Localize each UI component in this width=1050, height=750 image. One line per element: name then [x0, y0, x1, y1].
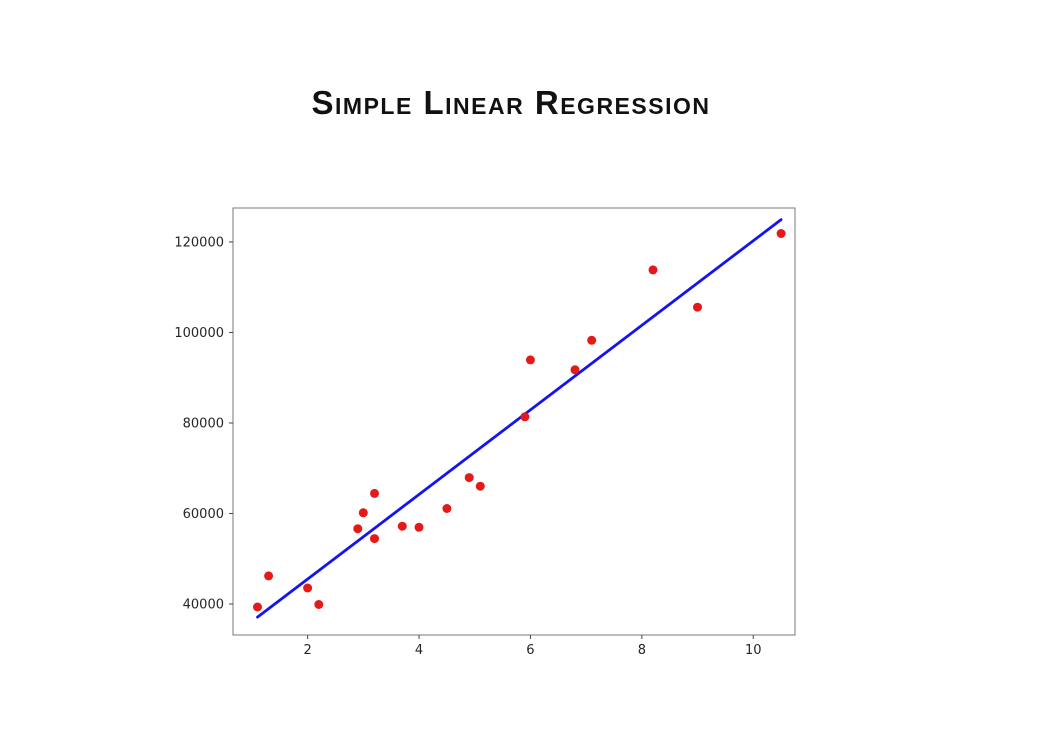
- scatter-point: [693, 302, 702, 312]
- scatter-point: [520, 412, 530, 422]
- scatter-point: [370, 488, 379, 498]
- scatter-point: [587, 335, 597, 345]
- scatter-point: [314, 600, 324, 609]
- x-tick-label: 6: [526, 643, 534, 658]
- scatter-point: [303, 583, 313, 593]
- x-tick-label: 2: [303, 643, 311, 658]
- scatter-point: [358, 508, 368, 518]
- scatter-point: [525, 355, 535, 365]
- y-tick-label: 100000: [174, 326, 224, 341]
- scatter-point: [475, 481, 485, 491]
- scatter-point: [264, 571, 274, 581]
- scatter-point: [442, 504, 452, 513]
- x-tick-label: 10: [745, 643, 762, 658]
- scatter-point: [370, 534, 379, 544]
- scatter-point: [353, 524, 363, 534]
- scatter-point: [776, 229, 786, 238]
- scatter-point: [464, 473, 474, 483]
- scatter-point: [648, 265, 658, 275]
- y-tick-label: 80000: [183, 416, 224, 431]
- x-tick-label: 4: [415, 643, 423, 658]
- regression-line: [256, 218, 783, 619]
- scatter-point: [414, 522, 424, 532]
- y-tick-label: 120000: [174, 235, 224, 250]
- scatter-point: [570, 365, 580, 375]
- scatter-point: [253, 602, 262, 612]
- y-tick-label: 60000: [183, 507, 224, 522]
- scatter-point: [397, 521, 407, 531]
- y-tick-label: 40000: [183, 597, 224, 612]
- chart-title: Simple Linear Regression: [311, 84, 711, 121]
- x-tick-label: 8: [638, 643, 646, 658]
